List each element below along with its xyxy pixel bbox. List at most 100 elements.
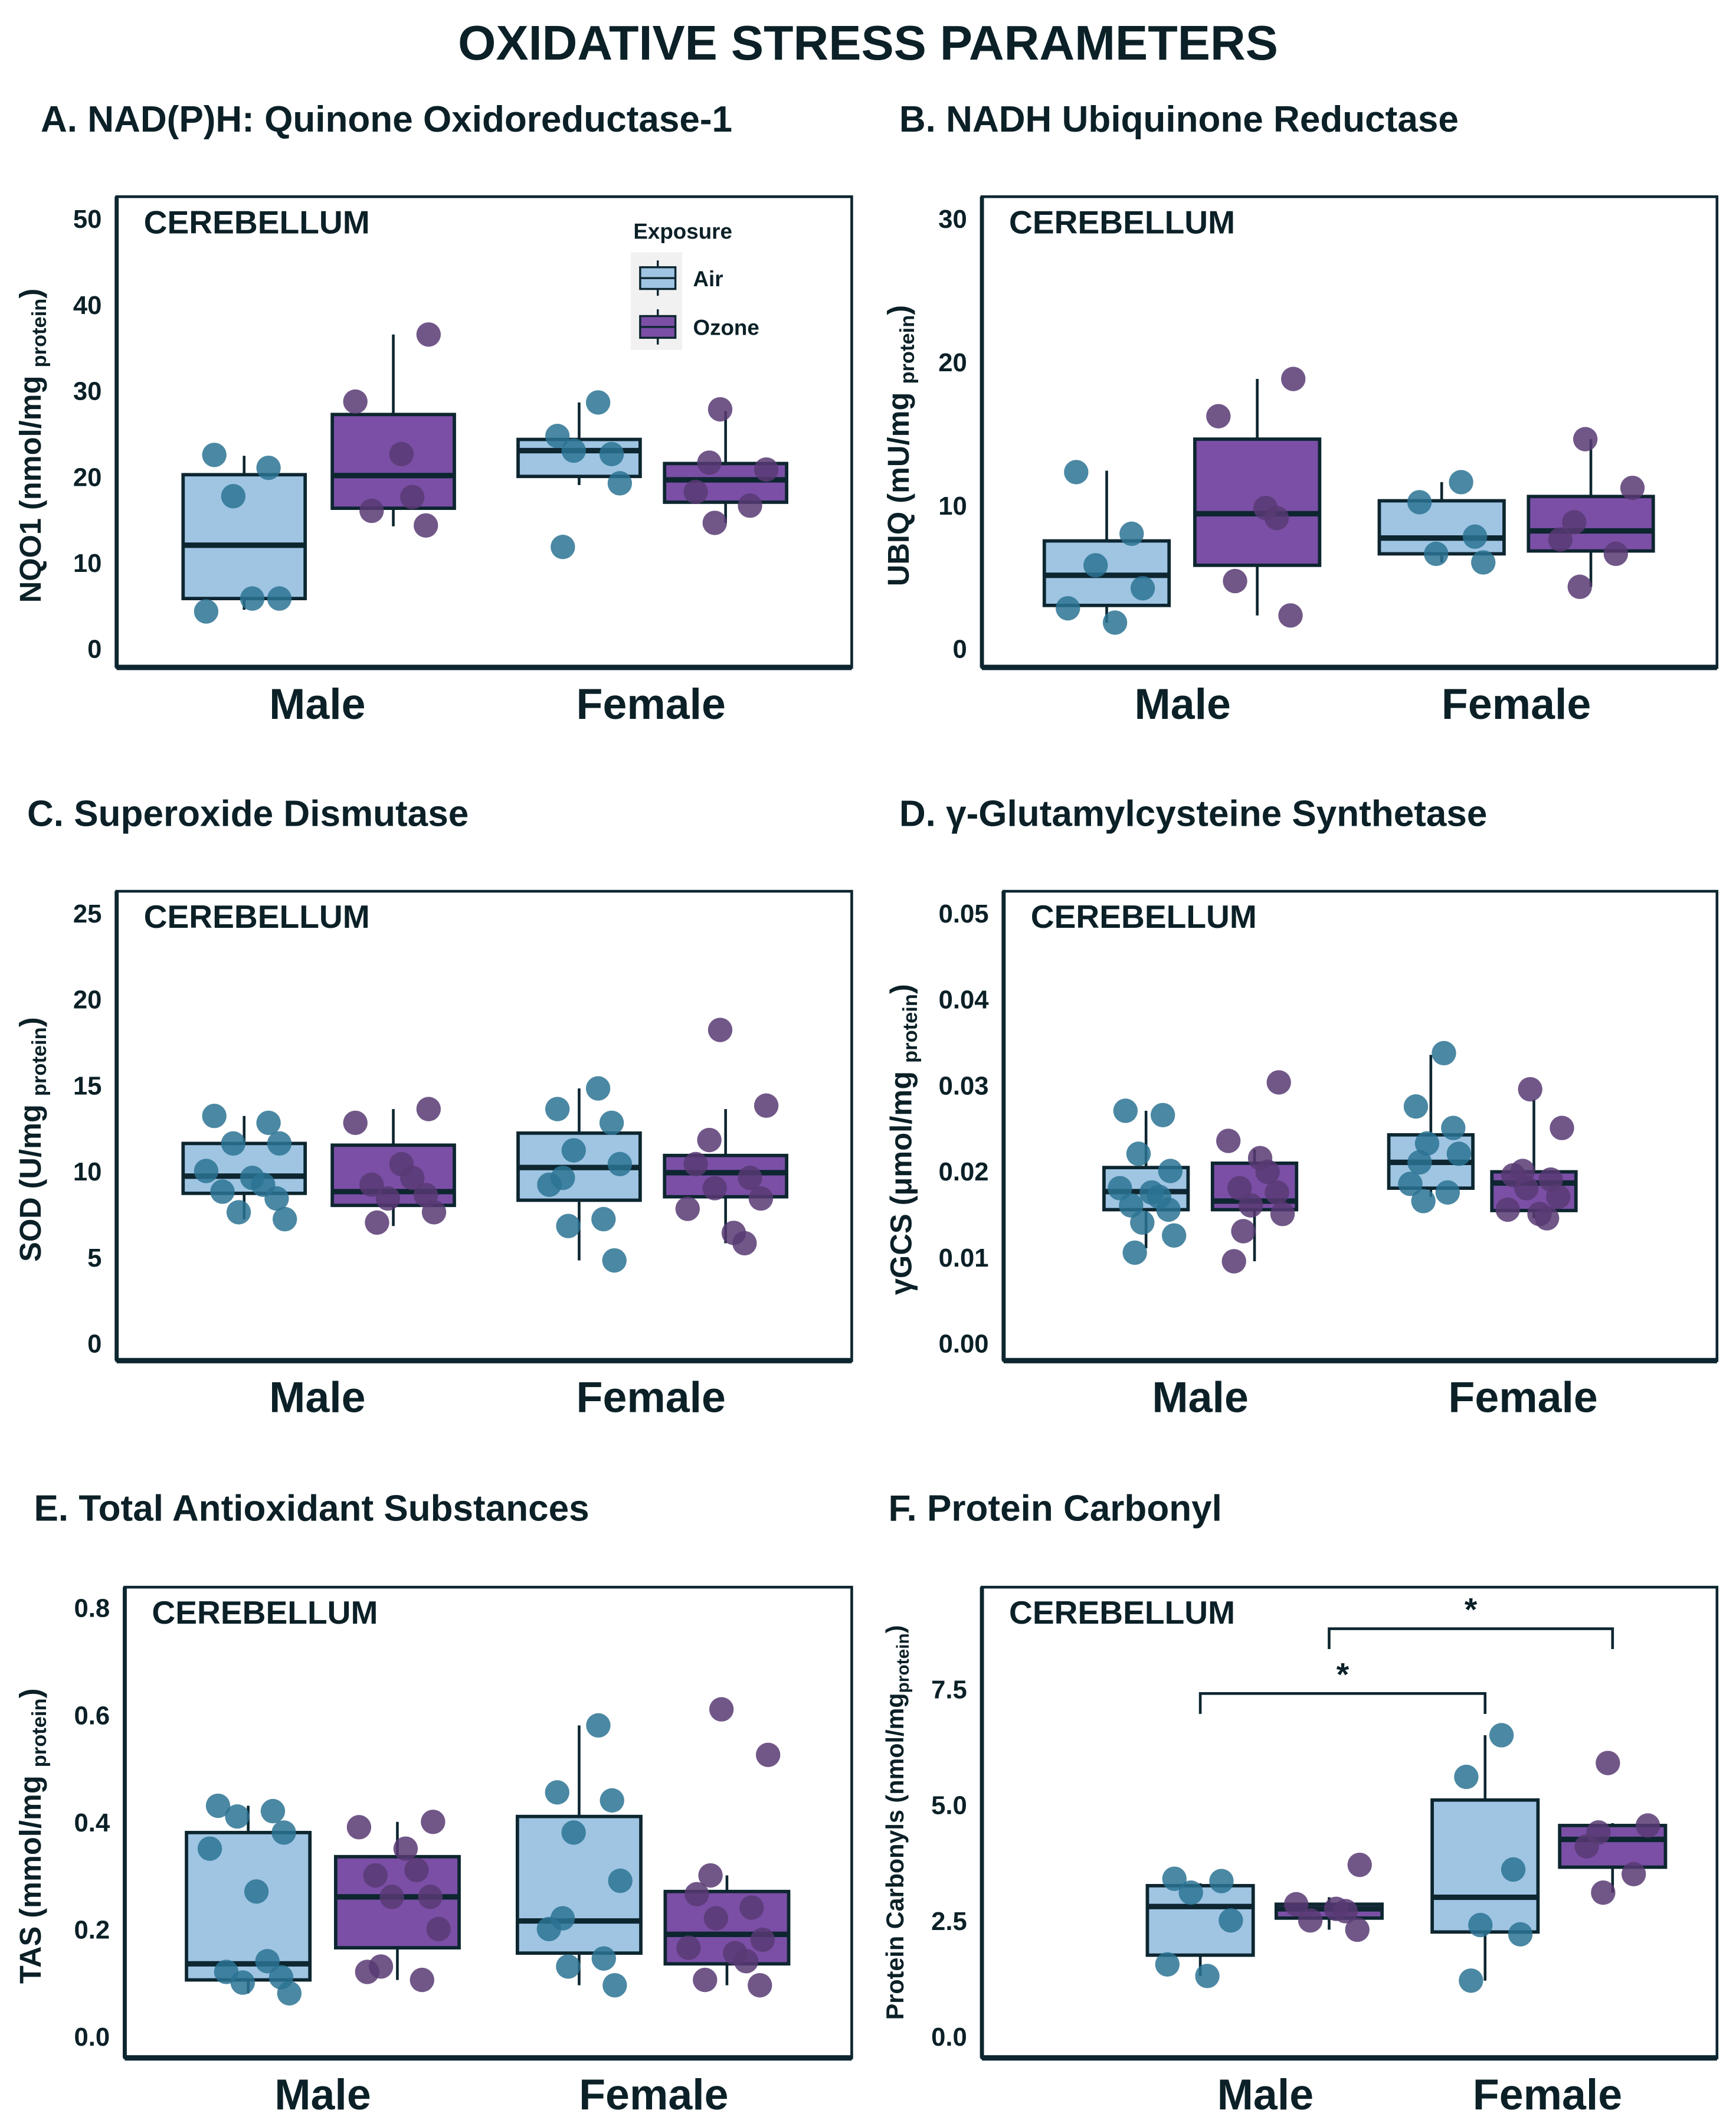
box-iqr — [1527, 495, 1655, 553]
data-point — [1441, 1116, 1466, 1140]
y-tick-label: 40 — [73, 291, 102, 320]
data-point — [1574, 1834, 1599, 1859]
data-point — [1264, 505, 1289, 531]
data-point — [1056, 596, 1080, 621]
data-point — [1534, 1206, 1560, 1231]
data-point — [1227, 1176, 1252, 1200]
data-point — [1508, 1922, 1533, 1947]
box-female-ozone — [663, 1697, 791, 1998]
y-axis-label: TAS (mmol/mg protein) — [14, 1689, 51, 1984]
data-point — [1591, 1880, 1616, 1905]
data-point — [1567, 574, 1592, 599]
data-point — [1407, 1150, 1432, 1175]
data-point — [221, 484, 246, 509]
x-tick-label-male: Male — [274, 2070, 371, 2119]
data-point — [1209, 1869, 1234, 1893]
data-point — [561, 438, 586, 463]
box-female-ozone — [1527, 427, 1655, 599]
x-tick-label-male: Male — [1134, 679, 1230, 728]
data-point — [1219, 1908, 1243, 1933]
data-point — [754, 457, 779, 482]
data-point — [1424, 541, 1449, 567]
data-point — [1514, 1176, 1539, 1200]
data-point — [697, 1127, 722, 1153]
data-point — [600, 1788, 624, 1813]
data-point — [1573, 427, 1598, 452]
data-point — [739, 1895, 764, 1920]
y-axis-label: NQO1 (nmol/mg protein) — [14, 289, 51, 603]
data-point — [1548, 527, 1573, 552]
data-point — [1635, 1813, 1660, 1838]
data-point — [343, 1110, 368, 1136]
data-point — [1119, 1193, 1144, 1218]
data-point — [205, 1793, 231, 1818]
data-point — [1489, 1723, 1514, 1748]
data-point — [359, 498, 384, 524]
data-point — [379, 1885, 404, 1909]
data-point — [536, 1916, 561, 1942]
data-point — [1347, 1852, 1372, 1877]
data-point — [1562, 510, 1587, 535]
legend-label-air: Air — [693, 267, 723, 291]
data-point — [1108, 1176, 1132, 1200]
y-axis-label-main: SOD (U/mg — [14, 1096, 47, 1262]
y-tick-label: 0.00 — [939, 1330, 989, 1359]
data-point — [400, 1165, 425, 1190]
y-tick-label: 10 — [73, 1157, 102, 1186]
panel-b: B. NADH Ubiquinone Reductase CEREBELLUM 0 1… — [882, 99, 1719, 728]
box-male-ozone — [330, 322, 456, 538]
data-point — [1113, 1098, 1138, 1123]
data-point — [1083, 553, 1108, 578]
data-point — [1178, 1880, 1203, 1905]
x-tick-label-male: Male — [269, 679, 365, 728]
box-male-ozone — [334, 1810, 461, 1993]
y-axis-label-close: ) — [882, 1625, 909, 1634]
data-point — [273, 1206, 297, 1232]
data-point — [202, 1104, 227, 1128]
data-point — [343, 389, 368, 414]
data-point — [1333, 1899, 1358, 1924]
region-label: CEREBELLUM — [144, 898, 370, 935]
y-axis-label: γGCS (μmol/mg protein) — [885, 984, 922, 1295]
data-point — [750, 1927, 775, 1952]
data-point — [271, 1820, 296, 1845]
data-point — [393, 1836, 418, 1861]
data-point — [545, 1780, 569, 1805]
data-point — [607, 471, 633, 496]
box-male-ozone — [330, 1097, 456, 1235]
data-point — [1155, 1952, 1180, 1977]
legend-title: Exposure — [633, 220, 732, 244]
data-point — [1435, 1180, 1460, 1205]
y-tick-label: 0.8 — [74, 1594, 110, 1623]
y-tick-label: 0.01 — [939, 1244, 989, 1273]
data-point — [256, 455, 281, 480]
data-point — [754, 1093, 779, 1118]
y-tick-label: 5 — [87, 1244, 101, 1273]
data-point — [230, 1970, 256, 1995]
box-female-ozone — [1558, 1751, 1668, 1905]
data-point — [1495, 1197, 1520, 1222]
box-female-ozone — [1490, 1077, 1578, 1231]
significance-star: * — [1465, 1591, 1478, 1628]
y-tick-label: 30 — [73, 377, 102, 406]
data-point — [561, 1138, 586, 1163]
significance-bracket — [1328, 1627, 1614, 1650]
data-point — [561, 1820, 586, 1845]
data-point — [1446, 1141, 1472, 1166]
data-point — [1278, 603, 1303, 628]
data-point — [702, 511, 727, 535]
data-point — [1403, 1094, 1429, 1119]
box-female-ozone — [663, 397, 788, 535]
data-point — [748, 1972, 772, 1998]
plot-frame — [115, 889, 853, 1362]
data-point — [1255, 1159, 1280, 1185]
data-point — [1221, 1249, 1246, 1274]
data-point — [1345, 1917, 1370, 1942]
data-point — [545, 424, 570, 449]
data-point — [267, 1131, 292, 1156]
y-tick-label: 10 — [73, 549, 102, 578]
y-axis-label-close: ) — [14, 289, 47, 299]
data-point — [585, 1076, 611, 1101]
y-tick-label: 10 — [938, 492, 967, 521]
box-male-air — [1042, 460, 1171, 635]
